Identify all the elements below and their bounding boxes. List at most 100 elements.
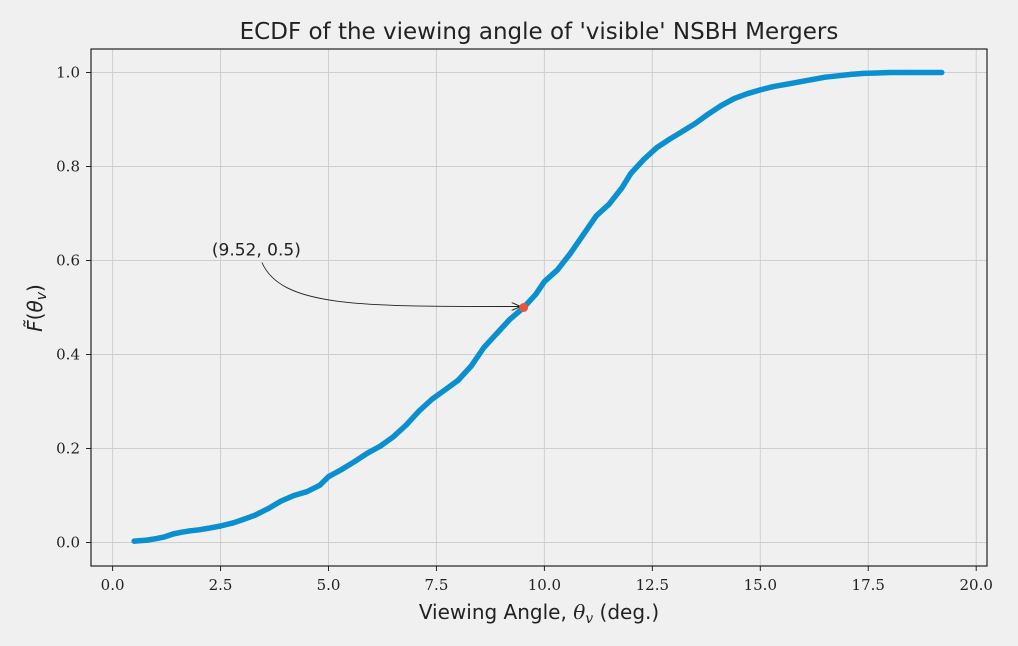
y-axis-label-subscript: v bbox=[34, 291, 50, 300]
y-tick-label: 0.6 bbox=[56, 252, 80, 270]
y-axis-ticks: 0.0 0.2 0.4 0.6 0.8 1.0 bbox=[56, 64, 91, 552]
ecdf-point bbox=[265, 506, 271, 512]
highlight-point bbox=[519, 303, 529, 312]
ecdf-point bbox=[770, 84, 776, 90]
ecdf-point bbox=[628, 170, 634, 177]
annotation-arrow bbox=[261, 262, 521, 307]
ecdf-point bbox=[757, 87, 763, 93]
ecdf-point bbox=[153, 536, 159, 542]
ecdf-point bbox=[533, 291, 539, 297]
x-axis-label-prefix: Viewing Angle, bbox=[419, 600, 573, 624]
x-tick-label: 20.0 bbox=[960, 576, 993, 594]
ecdf-point bbox=[252, 512, 258, 518]
ecdf-point bbox=[744, 91, 750, 97]
ecdf-point bbox=[874, 70, 880, 76]
ecdf-point bbox=[364, 450, 370, 456]
ecdf-point bbox=[377, 443, 383, 449]
ecdf-point bbox=[692, 120, 699, 126]
chart-title: ECDF of the viewing angle of 'visible' N… bbox=[240, 19, 839, 45]
ecdf-point bbox=[541, 279, 548, 285]
y-tick-label: 0.4 bbox=[56, 346, 80, 364]
ecdf-point bbox=[680, 128, 686, 134]
ecdf-point bbox=[809, 77, 815, 83]
ecdf-point bbox=[217, 523, 224, 529]
ecdf-point bbox=[455, 377, 461, 383]
x-tick-label: 15.0 bbox=[744, 576, 777, 594]
ecdf-point bbox=[494, 330, 500, 336]
ecdf-point bbox=[667, 136, 673, 142]
ecdf-point bbox=[939, 69, 945, 76]
ecdf-point bbox=[304, 489, 310, 495]
ecdf-point bbox=[278, 498, 284, 504]
ecdf-point bbox=[887, 69, 893, 76]
ecdf-point bbox=[196, 527, 202, 533]
y-tick-label: 0.0 bbox=[56, 534, 80, 552]
ecdf-point bbox=[481, 344, 487, 351]
ecdf-point bbox=[567, 250, 573, 257]
ecdf-point bbox=[641, 156, 647, 163]
ecdf-point bbox=[507, 316, 513, 322]
x-axis-label-suffix: (deg.) bbox=[593, 600, 659, 624]
ecdf-point bbox=[170, 531, 176, 537]
ecdf-point bbox=[822, 74, 828, 80]
ecdf-point bbox=[861, 70, 867, 76]
y-axis-label: F̃(θv) bbox=[23, 284, 50, 332]
ecdf-point bbox=[325, 474, 332, 480]
x-tick-label: 0.0 bbox=[101, 576, 125, 594]
ecdf-point bbox=[619, 185, 625, 191]
ecdf-point bbox=[205, 525, 211, 532]
ecdf-point bbox=[783, 81, 789, 87]
x-axis-ticks: 0.0 2.5 5.0 7.5 10.0 12.5 15.0 17.5 20.0 bbox=[101, 566, 993, 594]
ecdf-point bbox=[554, 267, 561, 273]
y-tick-label: 0.2 bbox=[56, 440, 80, 458]
ecdf-point bbox=[705, 111, 712, 117]
ecdf-point bbox=[654, 145, 660, 151]
ecdf-point bbox=[351, 459, 357, 465]
x-tick-label: 17.5 bbox=[852, 576, 885, 594]
ecdf-point bbox=[131, 538, 137, 544]
ecdf-point bbox=[731, 95, 738, 101]
ecdf-point bbox=[593, 213, 599, 219]
y-axis-label-close: ) bbox=[23, 284, 47, 292]
ecdf-point bbox=[429, 396, 435, 402]
ecdf-point bbox=[468, 363, 474, 369]
y-tick-label: 1.0 bbox=[56, 64, 80, 82]
x-tick-label: 2.5 bbox=[209, 576, 233, 594]
grid-lines bbox=[91, 49, 987, 566]
y-axis-label-symbol: F̃ bbox=[23, 319, 47, 332]
ecdf-point bbox=[187, 528, 193, 534]
x-tick-label: 10.0 bbox=[528, 576, 561, 594]
ecdf-point bbox=[442, 387, 448, 393]
x-axis-label-subscript: v bbox=[585, 611, 593, 627]
plot-area bbox=[91, 49, 987, 566]
data-series bbox=[131, 69, 945, 544]
ecdf-point bbox=[796, 79, 802, 85]
ecdf-point bbox=[580, 232, 586, 238]
ecdf-point bbox=[848, 71, 854, 77]
ecdf-point bbox=[390, 434, 396, 440]
plot-frame bbox=[90, 48, 988, 567]
ecdf-point bbox=[317, 482, 323, 488]
ecdf-point bbox=[291, 492, 297, 499]
ecdf-point bbox=[835, 73, 841, 79]
y-tick-label: 0.8 bbox=[56, 158, 80, 176]
ecdf-point bbox=[606, 201, 612, 207]
ecdf-point bbox=[718, 102, 725, 108]
ecdf-point bbox=[416, 408, 422, 414]
y-axis-label-open: ( bbox=[23, 313, 47, 321]
ecdf-point bbox=[230, 520, 237, 526]
ecdf-point bbox=[338, 467, 344, 473]
ecdf-point bbox=[161, 534, 167, 540]
ecdf-point bbox=[144, 537, 150, 543]
ecdf-point bbox=[403, 422, 409, 428]
ecdf-point bbox=[179, 529, 185, 535]
x-tick-label: 12.5 bbox=[636, 576, 669, 594]
x-axis-label-symbol: θ bbox=[573, 600, 585, 624]
annotation-label: (9.52, 0.5) bbox=[212, 241, 301, 261]
ecdf-point bbox=[239, 517, 245, 523]
y-axis-label-theta: θ bbox=[23, 300, 47, 312]
x-tick-label: 7.5 bbox=[425, 576, 449, 594]
ecdf-point bbox=[908, 69, 915, 76]
